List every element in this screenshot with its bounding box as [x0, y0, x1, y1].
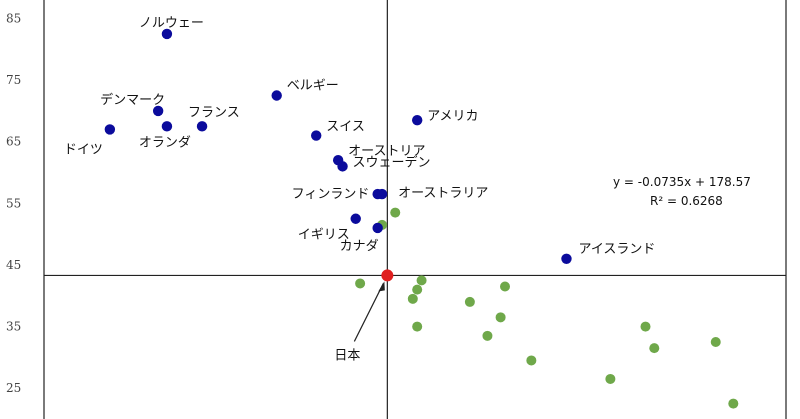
y-tick-label: 25	[6, 381, 21, 395]
point-labeled	[411, 114, 423, 126]
point-labeled	[372, 222, 383, 234]
point-label: スイス	[326, 120, 365, 135]
point-label: スウェーデン	[353, 154, 431, 170]
point-unlabeled	[355, 278, 366, 289]
point-unlabeled	[464, 296, 475, 307]
point-label: 日本	[334, 348, 360, 363]
point-label: オランダ	[139, 135, 191, 150]
point-japan	[381, 269, 394, 282]
point-label: アメリカ	[427, 109, 478, 124]
point-unlabeled	[649, 343, 660, 354]
point-unlabeled	[416, 275, 427, 286]
point-label: イギリス	[298, 228, 350, 243]
point-label: アイスランド	[578, 242, 655, 257]
point-label: フィンランド	[292, 187, 370, 202]
y-tick-label: 75	[6, 73, 21, 87]
point-unlabeled	[500, 281, 511, 292]
point-label: カナダ	[340, 239, 379, 254]
plot-frame	[43, 0, 787, 419]
point-label: ドイツ	[64, 142, 103, 157]
y-axis-ticks: 25 35 45 55 65 75 85	[6, 11, 21, 395]
point-unlabeled	[526, 355, 537, 366]
point-labeled	[196, 121, 208, 132]
point-labeled	[152, 105, 164, 117]
point-unlabeled	[412, 284, 423, 295]
point-labeled	[161, 28, 173, 40]
point-label: デンマーク	[100, 92, 165, 108]
trendline-r2: R² = 0.6268	[650, 194, 723, 208]
point-label: ノルウェー	[139, 16, 204, 31]
point-unlabeled	[412, 321, 423, 332]
point-labeled	[561, 253, 572, 264]
trendline-equation: y = -0.0735x + 178.57	[613, 175, 751, 189]
point-labeled	[337, 161, 348, 172]
point-unlabeled	[390, 207, 401, 218]
y-tick-label: 65	[6, 135, 21, 149]
data-points	[104, 28, 739, 409]
point-labeled	[104, 124, 116, 135]
point-unlabeled	[482, 330, 493, 341]
japan-arrow	[353, 283, 384, 342]
point-unlabeled	[640, 321, 651, 332]
point-unlabeled	[495, 312, 506, 323]
point-labeled	[311, 130, 322, 141]
point-unlabeled	[710, 336, 721, 347]
point-unlabeled	[728, 398, 739, 409]
point-unlabeled	[407, 293, 418, 304]
point-label: オーストラリア	[398, 186, 488, 201]
japan-arrowhead	[378, 281, 385, 292]
y-tick-label: 55	[6, 196, 21, 210]
point-labeled	[350, 213, 361, 224]
y-tick-label: 45	[6, 258, 21, 272]
trendline-annotation: y = -0.0735x + 178.57 R² = 0.6268	[613, 175, 751, 208]
point-labeled	[271, 90, 282, 101]
point-label: オーストリア	[348, 144, 425, 159]
point-labeled	[161, 121, 173, 132]
point-label: フランス	[188, 105, 240, 120]
point-labeled	[376, 188, 388, 200]
point-label: ベルギー	[287, 79, 339, 94]
y-tick-label: 85	[6, 11, 21, 25]
point-unlabeled	[605, 373, 616, 384]
y-tick-label: 35	[6, 320, 21, 334]
